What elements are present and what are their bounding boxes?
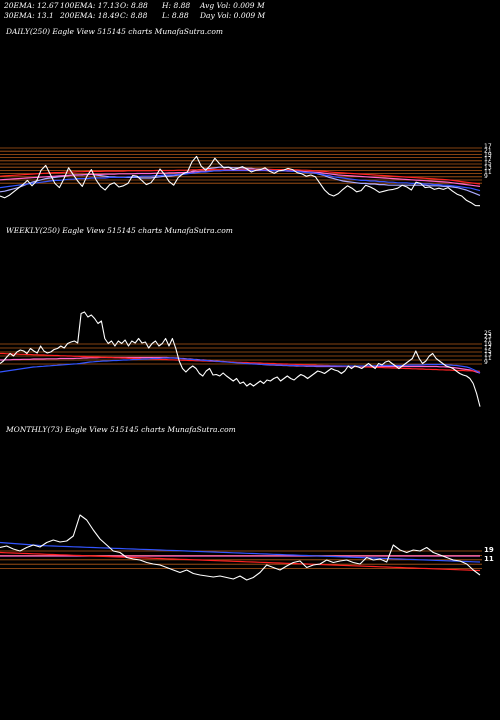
weekly-chart-title: WEEKLY(250) Eagle View 515145 charts Mun… — [6, 226, 233, 235]
axis-label-4: 17 — [484, 344, 492, 351]
ema100-stat: 100EMA: 17.13 — [60, 1, 120, 10]
axis-label-3: 19 — [484, 341, 492, 348]
high-stat: H: 8.88 — [162, 1, 191, 10]
axis-label-7: 9 — [484, 173, 488, 180]
axis-label-2: 19 — [484, 152, 492, 159]
axis-label-2: 21 — [484, 337, 492, 344]
axis-label-1: 11 — [484, 555, 494, 563]
weekly-chart-panel: WEEKLY(250) Eagle View 515145 charts Mun… — [0, 226, 500, 426]
ema20-stat: 20EMA: 12.67 — [4, 1, 59, 10]
axis-label-3: 17 — [484, 156, 492, 163]
price-line — [0, 514, 481, 581]
price-line — [0, 155, 481, 207]
axis-label-0: 25 — [484, 330, 492, 337]
axis-label-6: 11 — [484, 169, 492, 176]
axis-label-5: 13 — [484, 165, 492, 172]
ema30-stat: 30EMA: 13.1 — [4, 11, 54, 20]
ema-red-line — [0, 551, 481, 572]
avg-vol-stat: Avg Vol: 0.009 M — [200, 1, 265, 10]
axis-label-1: 21 — [484, 147, 492, 154]
monthly-chart-panel: MONTHLY(73) Eagle View 515145 charts Mun… — [0, 425, 500, 625]
ema200-stat: 200EMA: 18.49 — [60, 11, 120, 20]
axis-label-7: 11 — [484, 355, 492, 362]
low-stat: L: 8.88 — [162, 11, 189, 20]
axis-label-1: 23 — [484, 334, 492, 341]
monthly-chart-title: MONTHLY(73) Eagle View 515145 charts Mun… — [6, 425, 236, 434]
ema-blue-line — [0, 169, 481, 192]
close-stat: C: 8.88 — [120, 11, 148, 20]
daily-chart-panel: DAILY(250) Eagle View 515145 charts Muna… — [0, 27, 500, 227]
ema-blue-line — [0, 357, 481, 374]
ema-blue-line — [0, 541, 481, 563]
open-stat: O: 8.88 — [120, 1, 148, 10]
daily-chart-title: DAILY(250) Eagle View 515145 charts Muna… — [6, 27, 223, 36]
axis-label-0: 19 — [484, 546, 494, 554]
day-vol-stat: Day Vol: 0.009 M — [200, 11, 266, 20]
axis-label-6: 13 — [484, 352, 492, 359]
axis-label-8: 9 — [484, 359, 488, 366]
ema-red-line — [0, 168, 481, 185]
axis-label-4: 15 — [484, 160, 492, 167]
axis-label-0: 17 — [484, 143, 492, 150]
axis-label-5: 15 — [484, 348, 492, 355]
price-line — [0, 311, 481, 407]
